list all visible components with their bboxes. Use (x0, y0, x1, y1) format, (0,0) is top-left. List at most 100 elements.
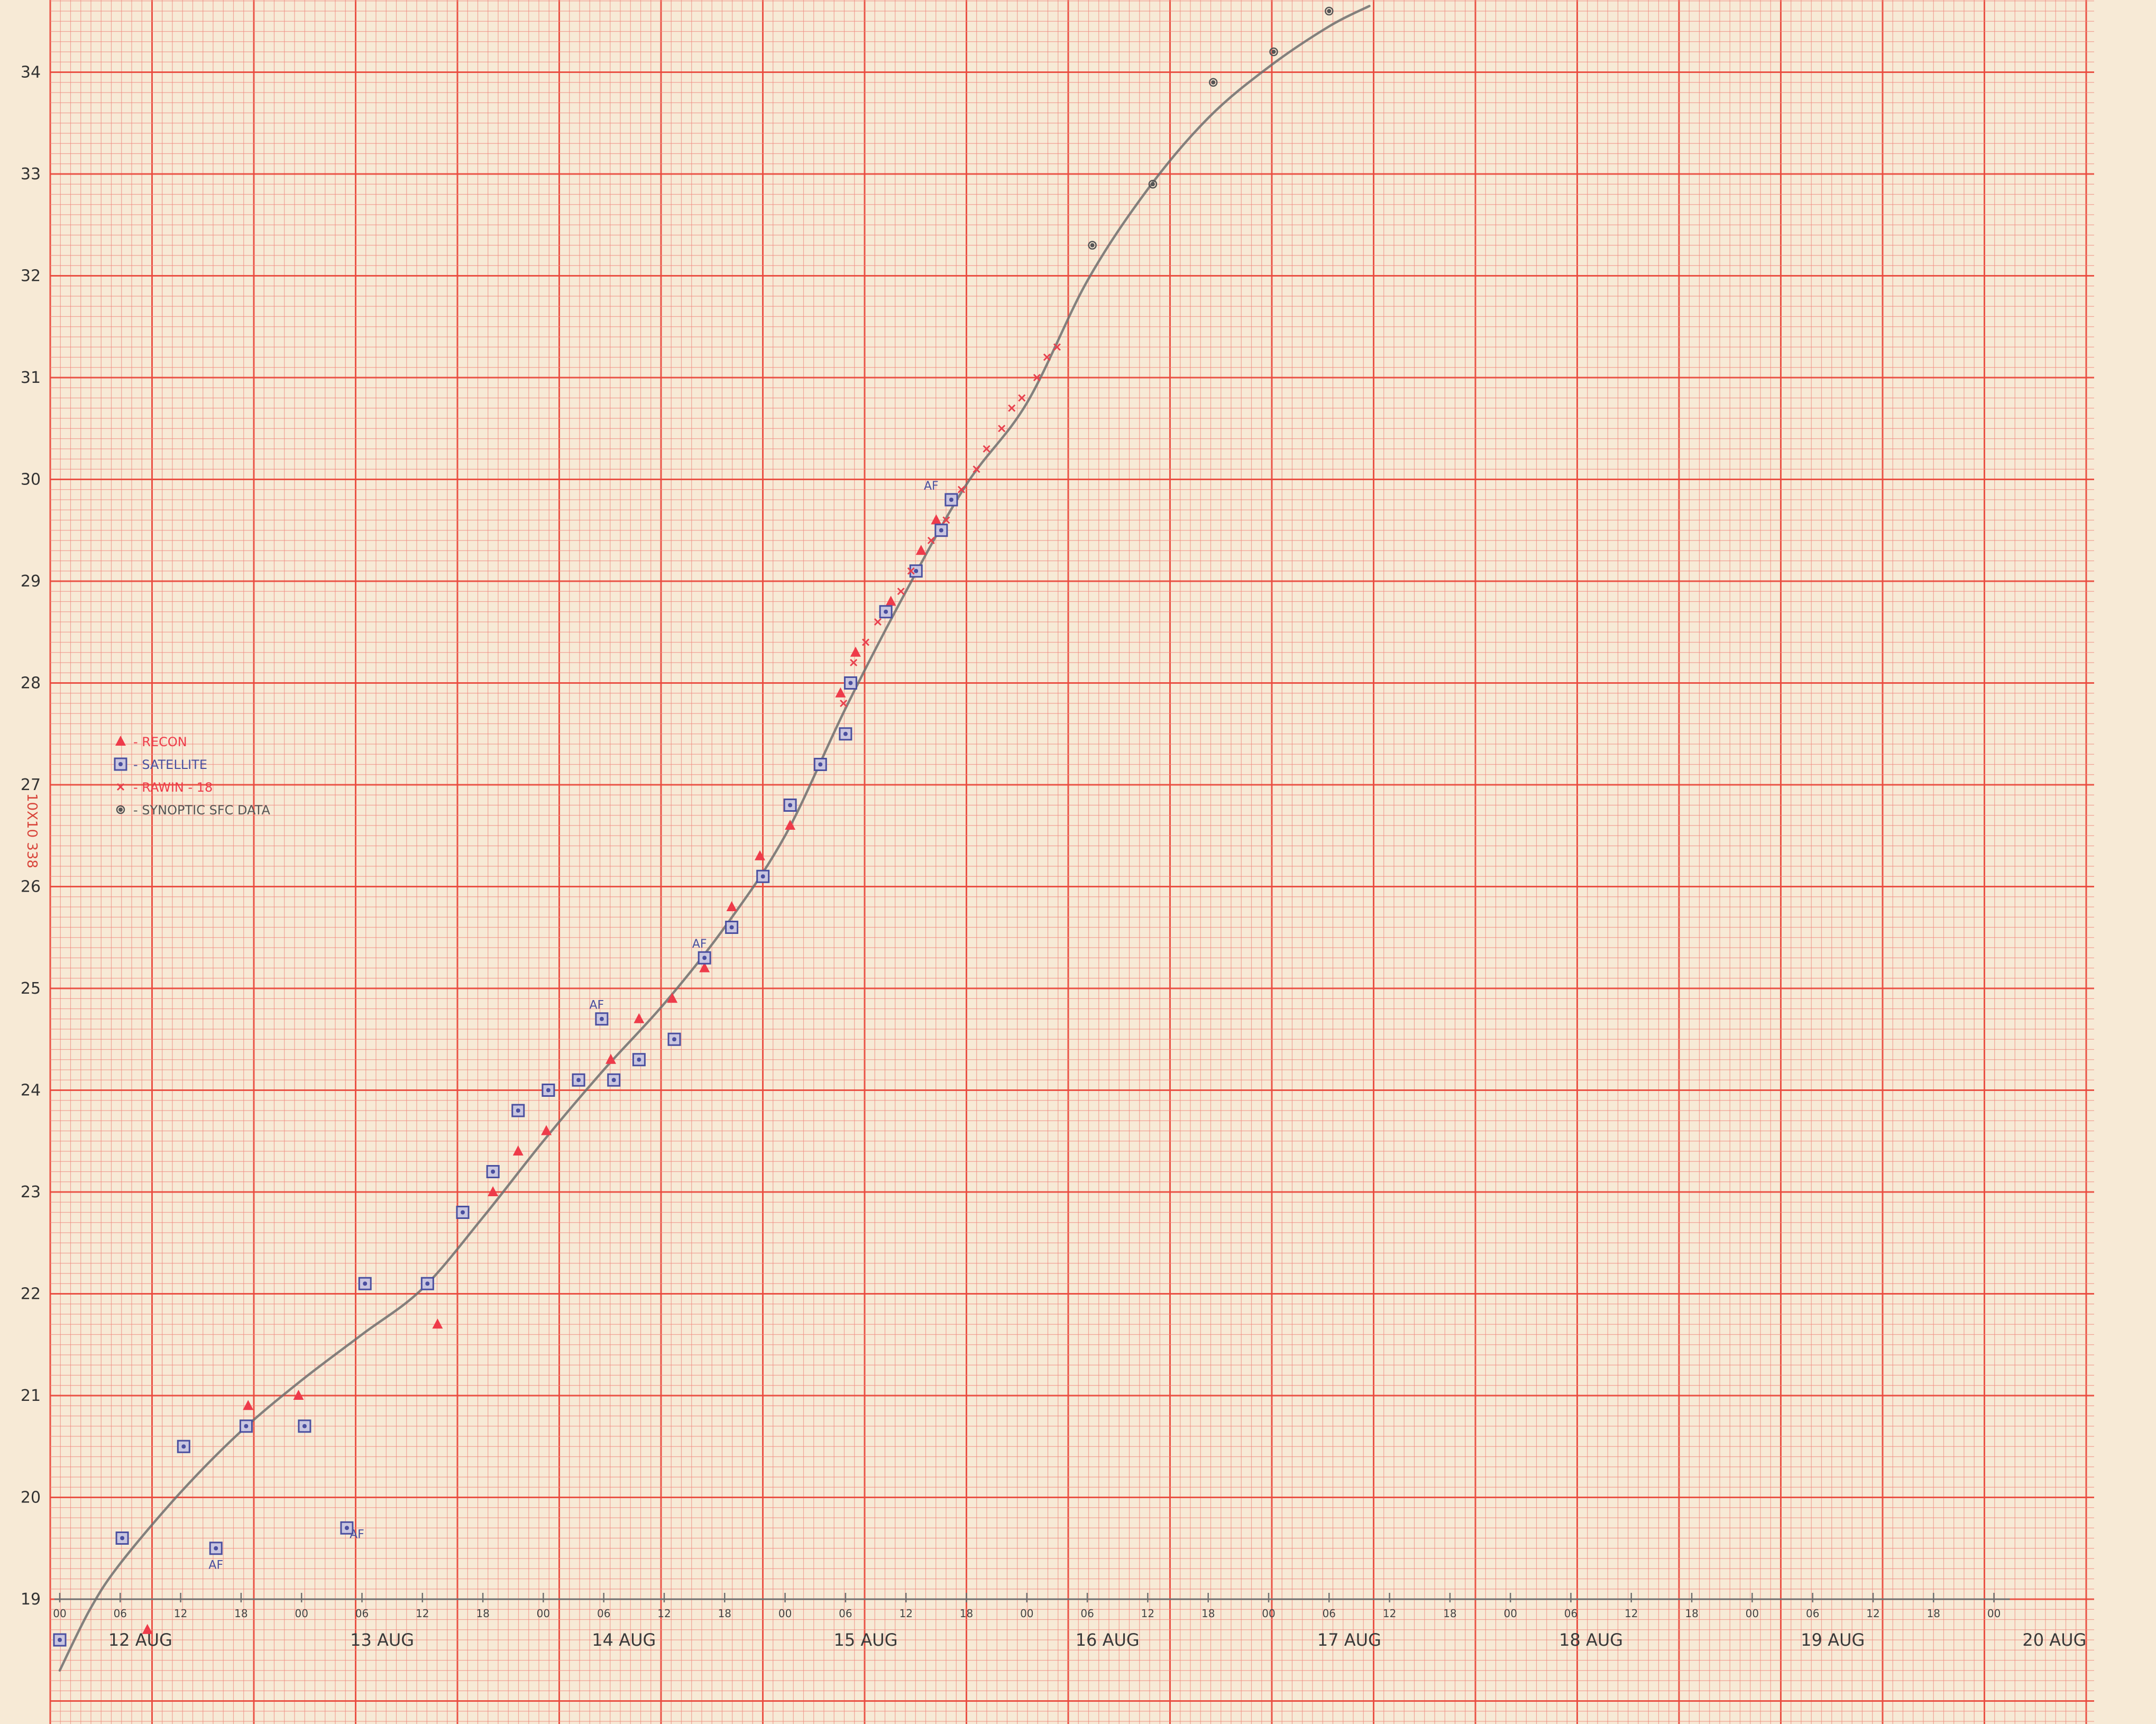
annotation-label: AF (208, 1558, 223, 1572)
circle-icon (1269, 47, 1278, 57)
x-tick-label: 00 (537, 1607, 550, 1620)
data-point-x (942, 516, 950, 524)
y-tick-label: 20 (21, 1489, 41, 1507)
dot-icon (425, 1281, 430, 1286)
dot-icon (637, 1057, 641, 1062)
date-label: 18 AUG (1559, 1630, 1623, 1650)
x-icon (1033, 373, 1041, 382)
x-tick-label: 00 (1987, 1607, 2001, 1620)
data-point-triangle (726, 901, 737, 911)
triangle-icon (512, 1145, 524, 1156)
series-x (840, 343, 1061, 708)
triangle-icon (754, 850, 765, 860)
dot-icon (302, 1424, 307, 1428)
triangle-icon (142, 1624, 153, 1634)
x-icon (874, 618, 882, 626)
dot-icon (599, 1016, 604, 1021)
y-tick-label: 32 (21, 267, 41, 286)
data-point-circled-dot (1088, 241, 1097, 250)
circle-icon (1325, 6, 1334, 16)
dot-icon (848, 681, 853, 685)
x-tick-label: 06 (1806, 1607, 1819, 1620)
data-point-triangle (931, 514, 942, 525)
data-point-triangle (850, 646, 861, 657)
dot-icon (244, 1424, 249, 1428)
data-point-boxed-dot (607, 1073, 621, 1087)
data-point-boxed-dot (667, 1032, 681, 1046)
dot-icon (1211, 80, 1216, 85)
annotations: AF AF AF AF AF (208, 480, 938, 1572)
data-point-x (927, 536, 935, 545)
data-point-boxed-dot (420, 1277, 434, 1290)
legend-marker-boxed-dot (114, 757, 127, 771)
triangle-icon (699, 962, 710, 973)
y-tick-label: 25 (21, 979, 41, 998)
annotation-label: AF (590, 999, 604, 1012)
data-point-boxed-dot (632, 1053, 646, 1067)
legend-label: - SATELLITE (133, 757, 207, 772)
data-point-boxed-dot (456, 1206, 470, 1219)
x-tick-label: 06 (1564, 1607, 1577, 1620)
circle-icon (116, 805, 125, 814)
legend-label: - RAWIN - 18 (133, 780, 213, 795)
dot-icon (1327, 9, 1332, 13)
dot-icon (939, 528, 943, 533)
data-point-circled-dot (1325, 6, 1334, 16)
data-point-x (957, 485, 966, 493)
dot-icon (1271, 50, 1276, 54)
circle-icon (1208, 78, 1218, 87)
dot-icon (491, 1169, 496, 1174)
data-point-boxed-dot (340, 1521, 354, 1535)
date-label: 16 AUG (1076, 1630, 1140, 1650)
x-tick-label: 18 (1201, 1607, 1215, 1620)
y-tick-label: 26 (21, 878, 41, 896)
x-icon (927, 536, 935, 545)
dot-icon (516, 1108, 520, 1113)
data-point-triangle (835, 687, 846, 698)
y-tick-label: 29 (21, 572, 41, 591)
x-tick-label: 00 (1503, 1607, 1517, 1620)
x-tick-label: 00 (778, 1607, 792, 1620)
triangle-icon (634, 1013, 645, 1023)
x-tick-label: 06 (1080, 1607, 1094, 1620)
data-point-boxed-dot (725, 921, 739, 934)
triangle-icon (726, 901, 737, 911)
dot-icon (181, 1444, 186, 1449)
x-icon (942, 516, 950, 524)
x-tick-label: 00 (53, 1607, 66, 1620)
triangle-icon (605, 1053, 617, 1064)
date-label: 13 AUG (350, 1630, 414, 1650)
date-label: 15 AUG (834, 1630, 898, 1650)
data-point-boxed-dot (879, 605, 893, 619)
data-point-x (1053, 343, 1061, 351)
data-point-boxed-dot (698, 951, 711, 965)
data-point-x (1018, 394, 1026, 402)
data-point-boxed-dot (239, 1419, 253, 1433)
data-point-boxed-dot (177, 1439, 190, 1453)
data-point-boxed-dot (298, 1419, 311, 1433)
y-tick-label: 19 (21, 1590, 41, 1609)
x-tick-label: 18 (1685, 1607, 1698, 1620)
dot-icon (546, 1088, 551, 1093)
dot-icon (843, 731, 848, 736)
x-tick-label: 12 (657, 1607, 671, 1620)
dot-icon (1090, 243, 1095, 247)
legend-label: - RECON (133, 735, 187, 749)
x-tick-label: 06 (1323, 1607, 1336, 1620)
data-point-boxed-dot (358, 1277, 372, 1290)
data-point-triangle (885, 595, 896, 606)
data-point-triangle (488, 1186, 499, 1196)
y-tick-label: 22 (21, 1285, 41, 1304)
x-tick-label: 12 (416, 1607, 429, 1620)
data-point-x (998, 425, 1006, 433)
legend-marker-triangle (115, 736, 126, 746)
data-point-triangle (243, 1400, 254, 1410)
data-point-boxed-dot (595, 1012, 609, 1026)
y-tick-label: 28 (21, 674, 41, 693)
data-point-triangle (293, 1390, 304, 1400)
data-point-triangle (432, 1318, 443, 1329)
x-icon (907, 567, 915, 575)
data-point-boxed-dot (572, 1073, 585, 1087)
